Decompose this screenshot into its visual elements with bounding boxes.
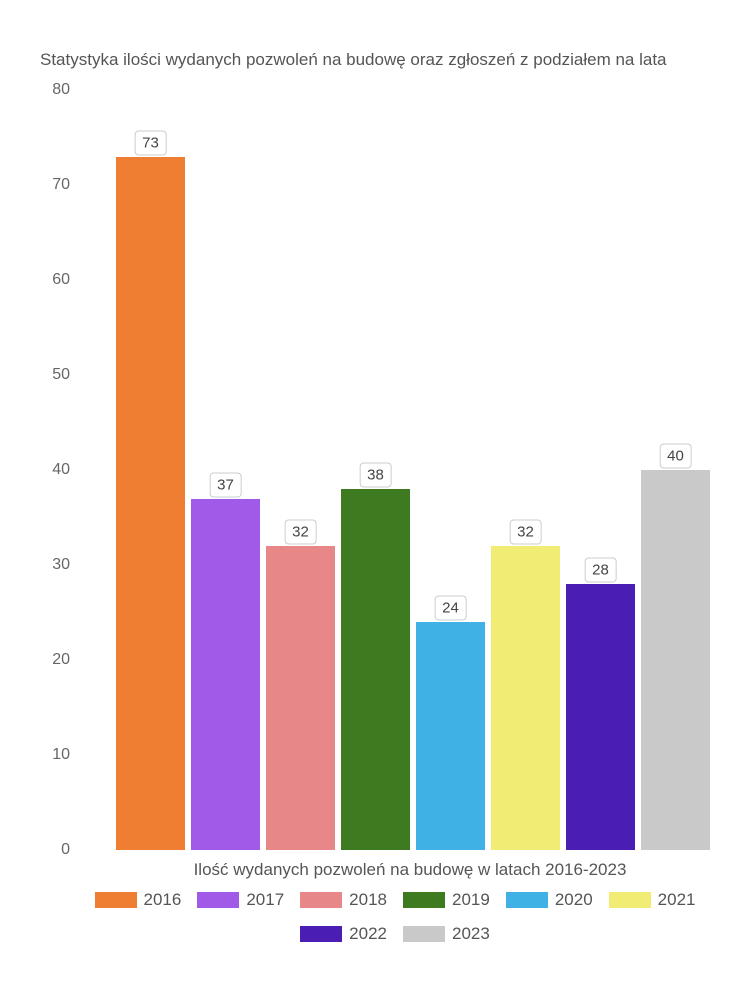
y-tick-label: 0 [40,841,70,859]
legend-item-2022: 2022 [300,924,387,944]
y-tick-label: 80 [40,81,70,99]
legend-swatch [609,892,651,908]
y-tick-label: 70 [40,176,70,194]
legend: 2016 2017 2018 2019 2020 2021 2022 2023 [80,890,710,944]
legend-swatch [403,926,445,942]
legend-swatch [506,892,548,908]
y-tick-label: 60 [40,271,70,289]
x-axis-label: Ilość wydanych pozwoleń na budowę w lata… [110,860,710,880]
y-tick-label: 40 [40,461,70,479]
legend-item-2016: 2016 [95,890,182,910]
legend-label: 2018 [349,890,387,910]
bar-value-label: 24 [434,596,467,621]
y-tick-label: 30 [40,556,70,574]
legend-swatch [197,892,239,908]
legend-item-2019: 2019 [403,890,490,910]
legend-label: 2016 [144,890,182,910]
legend-label: 2020 [555,890,593,910]
legend-label: 2021 [658,890,696,910]
plot-area: 7337323824322840 01020304050607080 [80,90,710,850]
legend-label: 2023 [452,924,490,944]
bar-2016: 73 [116,157,185,851]
bar-value-label: 28 [584,558,617,583]
legend-swatch [300,892,342,908]
legend-item-2023: 2023 [403,924,490,944]
bar-2018: 32 [266,546,335,850]
bar-value-label: 73 [134,130,167,155]
bar-value-label: 32 [509,520,542,545]
bar-value-label: 37 [209,472,242,497]
chart-container: Statystyka ilości wydanych pozwoleń na b… [40,50,710,950]
y-tick-label: 20 [40,651,70,669]
y-tick-label: 10 [40,746,70,764]
bar-2019: 38 [341,489,410,850]
bar-2020: 24 [416,622,485,850]
legend-label: 2022 [349,924,387,944]
y-tick-label: 50 [40,366,70,384]
bar-value-label: 32 [284,520,317,545]
bars-group: 7337323824322840 [116,90,710,850]
chart-title: Statystyka ilości wydanych pozwoleń na b… [40,50,710,70]
legend-swatch [95,892,137,908]
bar-2022: 28 [566,584,635,850]
bar-2023: 40 [641,470,710,850]
bar-value-label: 40 [659,444,692,469]
below-plot: Ilość wydanych pozwoleń na budowę w lata… [80,860,710,944]
legend-label: 2019 [452,890,490,910]
legend-item-2020: 2020 [506,890,593,910]
legend-item-2021: 2021 [609,890,696,910]
bar-value-label: 38 [359,463,392,488]
legend-swatch [403,892,445,908]
bar-2021: 32 [491,546,560,850]
legend-label: 2017 [246,890,284,910]
legend-item-2018: 2018 [300,890,387,910]
legend-swatch [300,926,342,942]
bar-2017: 37 [191,499,260,851]
legend-item-2017: 2017 [197,890,284,910]
